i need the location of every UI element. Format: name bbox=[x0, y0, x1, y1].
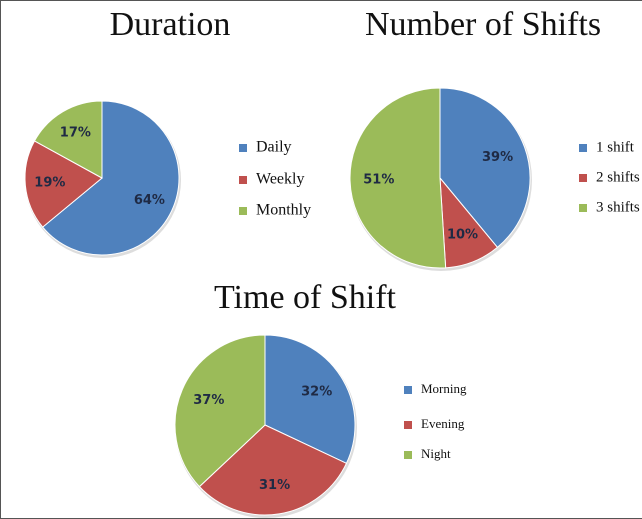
legend-label: 3 shifts bbox=[596, 199, 640, 215]
data-label: 10% bbox=[447, 227, 478, 242]
pie-slice bbox=[439, 87, 531, 249]
chart-title: Number of Shifts bbox=[365, 6, 601, 43]
pie-slice bbox=[24, 140, 103, 228]
data-label: 39% bbox=[482, 150, 513, 165]
legend-label: 2 shifts bbox=[596, 169, 640, 185]
legend-swatch bbox=[579, 144, 587, 152]
data-label: 51% bbox=[363, 172, 394, 187]
legend-label: Morning bbox=[421, 381, 467, 396]
data-label: 37% bbox=[193, 393, 224, 408]
chart-title: Duration bbox=[110, 6, 231, 43]
legend-swatch bbox=[239, 176, 247, 184]
pie-slice bbox=[349, 87, 447, 269]
legend-label: Weekly bbox=[256, 171, 304, 188]
data-label: 64% bbox=[134, 193, 165, 208]
legend-label: 1 shift bbox=[596, 139, 635, 155]
legend-swatch bbox=[579, 174, 587, 182]
pie-slice bbox=[198, 424, 348, 516]
legend-label: Monthly bbox=[256, 202, 311, 219]
chart-title: Time of Shift bbox=[214, 279, 397, 316]
data-label: 31% bbox=[259, 478, 290, 493]
pie-slice bbox=[264, 334, 356, 464]
legend-swatch bbox=[404, 451, 412, 459]
legend-swatch bbox=[579, 204, 587, 212]
data-label: 19% bbox=[34, 175, 65, 190]
legend-swatch bbox=[239, 207, 247, 215]
data-label: 32% bbox=[301, 385, 332, 400]
pie-slice bbox=[33, 100, 103, 179]
legend-label: Daily bbox=[256, 139, 292, 156]
legend-swatch bbox=[404, 386, 412, 394]
pie-slice bbox=[41, 100, 180, 256]
pie-slice bbox=[174, 334, 266, 488]
legend-swatch bbox=[404, 421, 412, 429]
legend-swatch bbox=[239, 144, 247, 152]
legend-label: Evening bbox=[421, 416, 465, 431]
legend-label: Night bbox=[421, 446, 451, 461]
data-label: 17% bbox=[60, 125, 91, 140]
